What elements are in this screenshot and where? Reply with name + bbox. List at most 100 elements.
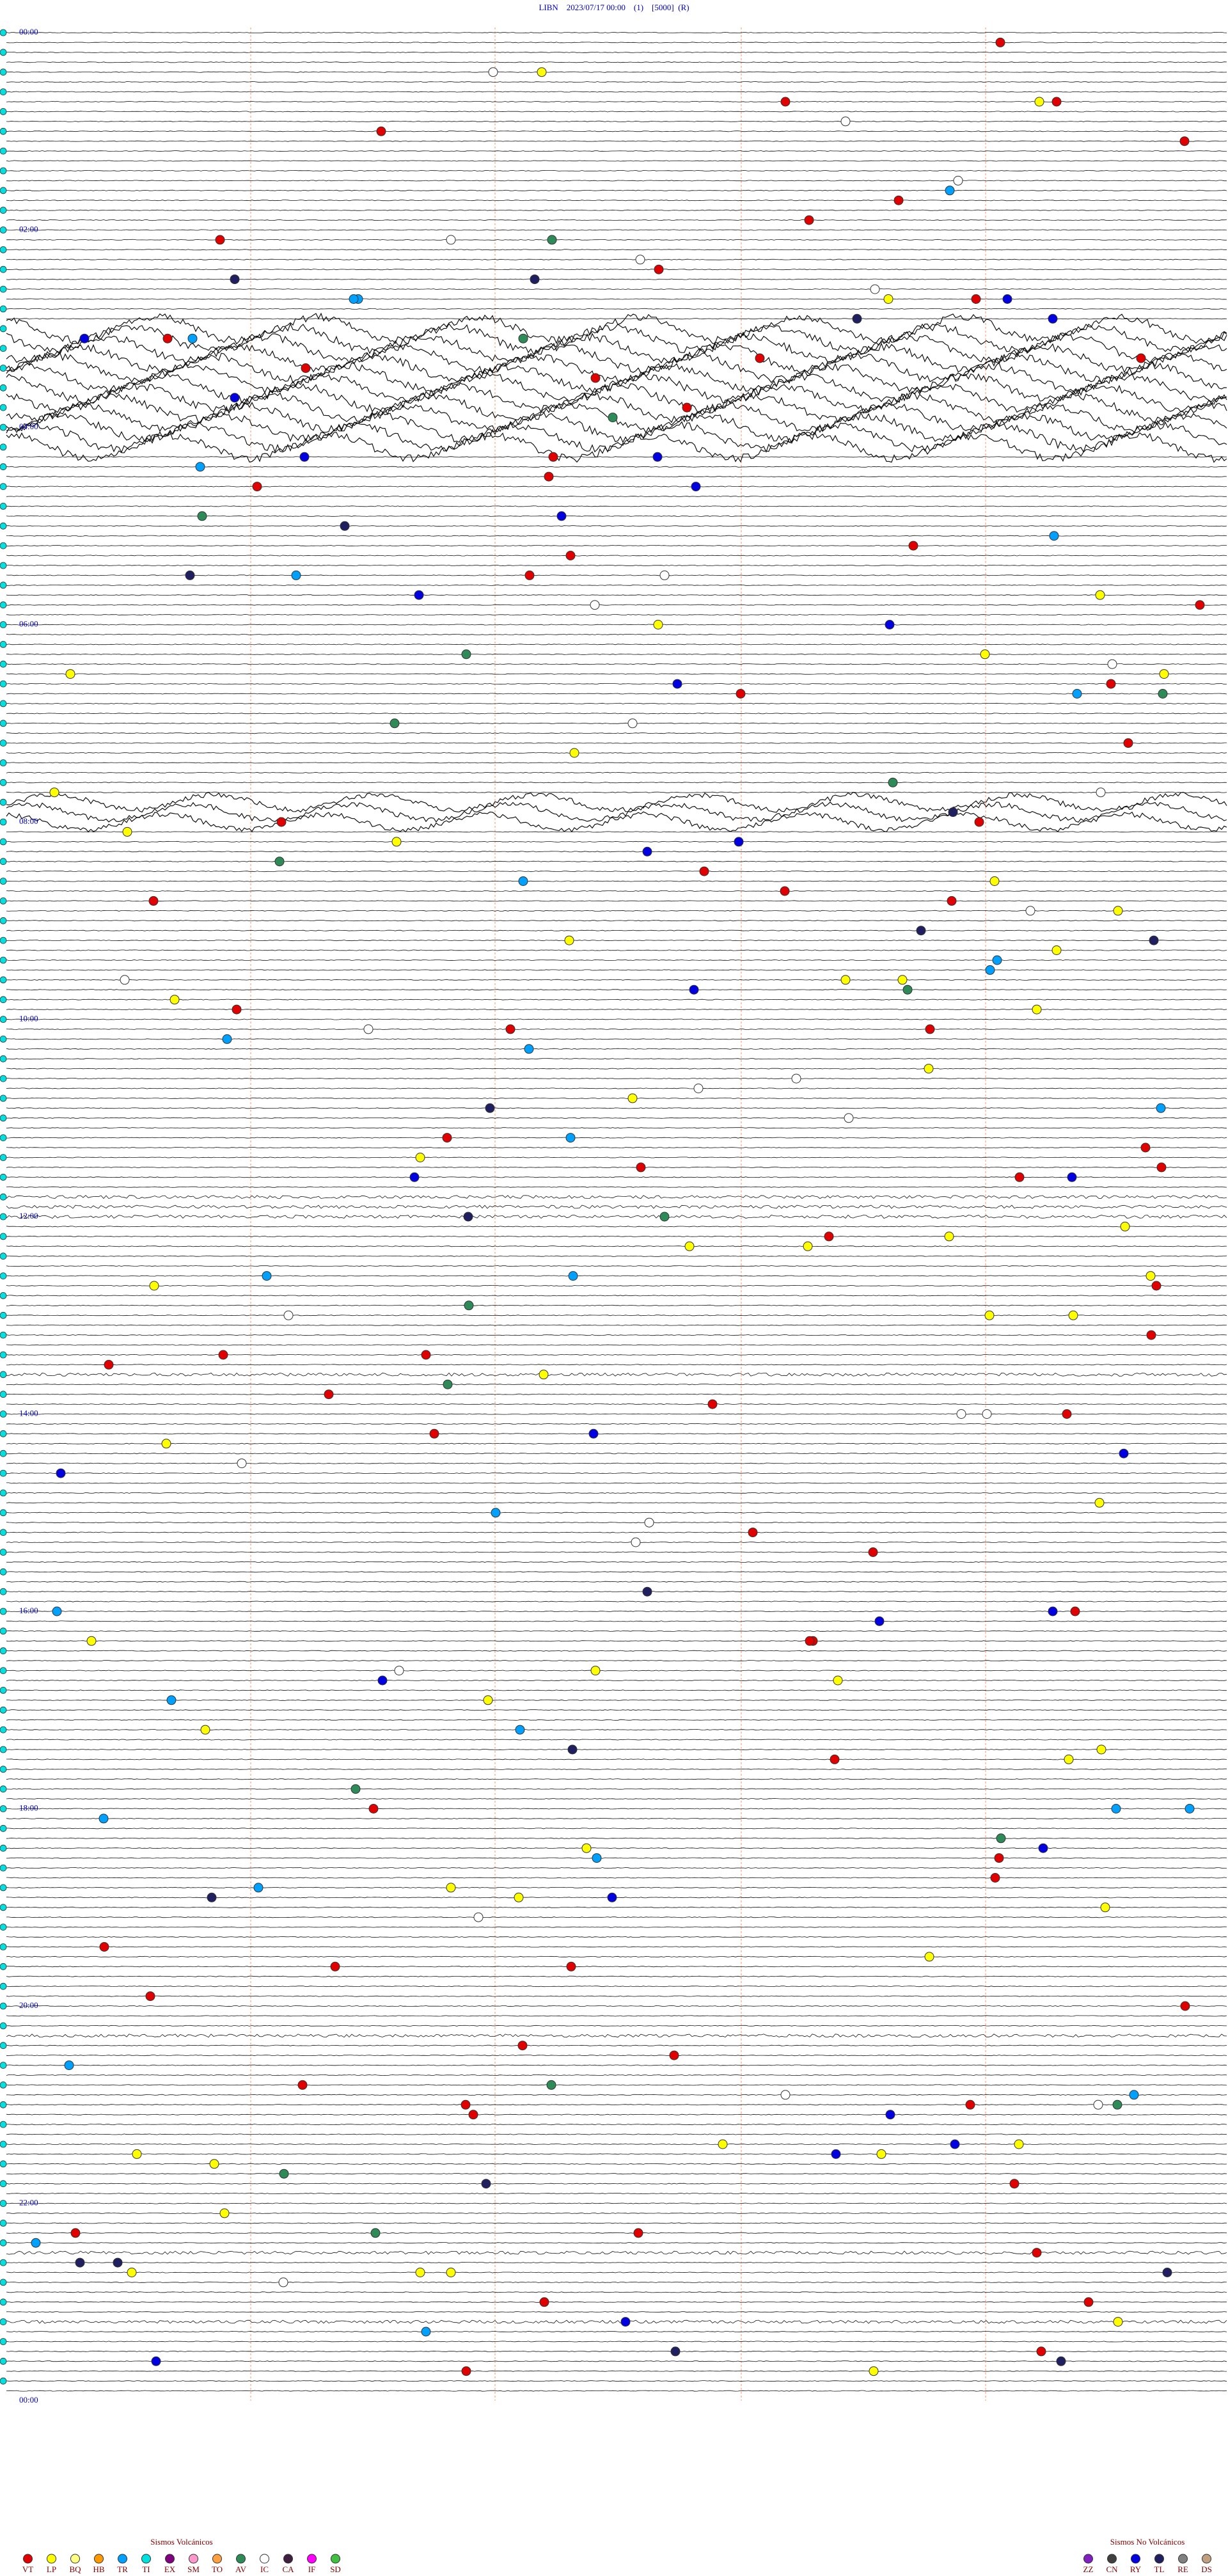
event-marker [682, 402, 692, 413]
event-marker [831, 2149, 841, 2159]
event-marker [840, 116, 851, 127]
trace [6, 1522, 1227, 1524]
trace [6, 1334, 1227, 1336]
event-marker [391, 837, 402, 847]
trace [6, 791, 1227, 793]
event-marker [127, 2268, 137, 2277]
trace [6, 312, 1227, 345]
edge-marker [0, 1687, 7, 1694]
trace [6, 693, 1227, 695]
event-marker [830, 1754, 840, 1764]
hour-label: 08:00 [19, 816, 38, 826]
legend-label: VT [22, 2564, 33, 2574]
event-marker [804, 215, 814, 225]
trace [6, 2360, 1227, 2362]
event-marker [608, 413, 618, 423]
edge-marker [0, 1391, 7, 1398]
edge-marker [0, 838, 7, 846]
legend-title: Sismos No Volcánicos [1110, 2537, 1185, 2547]
edge-marker [0, 1154, 7, 1161]
edge-marker [0, 956, 7, 964]
legend-swatch [260, 2554, 269, 2564]
trace [6, 372, 1227, 404]
legend-swatch [1131, 2554, 1140, 2564]
event-marker [481, 2179, 491, 2189]
trace [6, 802, 1227, 823]
edge-marker [0, 49, 7, 56]
event-marker [1093, 2099, 1103, 2110]
edge-marker [0, 285, 7, 293]
event-marker [985, 965, 995, 975]
event-marker [908, 541, 918, 551]
edge-marker [0, 345, 7, 352]
edge-marker [0, 1193, 7, 1201]
edge-marker [0, 147, 7, 155]
event-marker [1149, 935, 1159, 945]
edge-marker [0, 996, 7, 1004]
event-marker [748, 1528, 758, 1538]
trace [6, 841, 1227, 842]
trace [6, 1157, 1227, 1158]
event-marker [70, 2228, 81, 2238]
event-marker [237, 1458, 247, 1469]
edge-marker [0, 2042, 7, 2050]
trace [6, 1205, 1227, 1209]
edge-marker [0, 1252, 7, 1260]
event-marker [897, 975, 908, 985]
edge-marker [0, 818, 7, 826]
event-marker [833, 1675, 843, 1686]
edge-marker [0, 976, 7, 984]
edge-marker [0, 1134, 7, 1141]
edge-marker [0, 739, 7, 747]
legend-label: EX [164, 2564, 176, 2574]
event-marker [161, 1439, 171, 1449]
edge-marker [0, 265, 7, 273]
event-marker [442, 1133, 452, 1143]
event-marker [1156, 1162, 1167, 1173]
trace [6, 466, 1227, 468]
event-marker [483, 1695, 493, 1705]
event-marker [1056, 2356, 1066, 2366]
trace [6, 594, 1227, 596]
legend-label: TR [117, 2564, 128, 2574]
event-marker [262, 1271, 272, 1281]
event-marker [169, 995, 180, 1005]
trace [6, 702, 1227, 704]
trace [6, 871, 1227, 873]
trace [6, 604, 1227, 606]
trace [6, 940, 1227, 942]
trace [6, 890, 1227, 892]
event-marker [162, 333, 173, 344]
event-marker [654, 264, 664, 274]
event-marker [652, 452, 663, 462]
trace [6, 1462, 1227, 1464]
event-marker [145, 1991, 155, 2002]
legend-label: TL [1154, 2564, 1165, 2574]
event-marker [567, 1744, 578, 1755]
event-marker [1179, 136, 1190, 146]
trace [6, 752, 1227, 754]
event-marker [1009, 2179, 1019, 2189]
trace [6, 1778, 1227, 1780]
edge-marker [0, 1647, 7, 1655]
event-marker [197, 511, 207, 521]
event-marker [1180, 2001, 1190, 2011]
edge-marker [0, 167, 7, 175]
event-marker [218, 1350, 228, 1360]
trace [6, 1453, 1227, 1455]
trace [6, 1966, 1227, 1968]
event-marker [755, 353, 765, 363]
trace [6, 431, 1227, 463]
event-marker [565, 1133, 576, 1143]
edge-marker [0, 680, 7, 688]
trace [6, 811, 1227, 833]
legend-swatch [1083, 2554, 1093, 2564]
event-marker [79, 333, 90, 344]
event-marker [633, 2228, 643, 2238]
event-marker [464, 1300, 474, 1311]
edge-marker [0, 897, 7, 905]
edge-marker [0, 1667, 7, 1674]
event-marker [443, 1379, 453, 1389]
edge-marker [0, 1351, 7, 1359]
edge-marker [0, 522, 7, 530]
